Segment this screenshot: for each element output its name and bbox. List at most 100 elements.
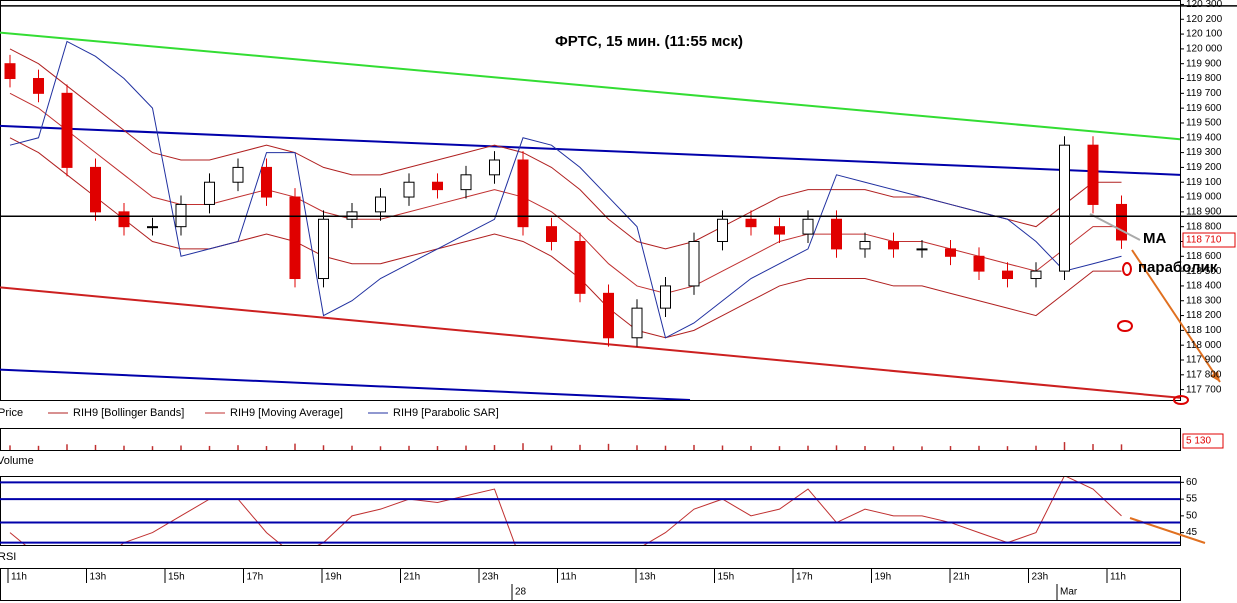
y-tick-label: 120 100 [1186, 29, 1223, 40]
time-label: 15h [718, 572, 735, 583]
candle-body [375, 196, 386, 213]
candle-body [289, 196, 301, 280]
indicator-line [9, 40, 1122, 339]
y-tick-label: 120 000 [1186, 44, 1223, 55]
candle-body [603, 292, 614, 339]
candle-body [232, 166, 244, 183]
candle-body [318, 218, 329, 280]
trendline [0, 286, 1180, 399]
indicator-line [9, 137, 1122, 339]
candle-body [1059, 144, 1070, 272]
y-tick-label: 118 800 [1186, 221, 1222, 232]
y-tick-label: 119 500 [1186, 118, 1222, 129]
candle-body [802, 218, 814, 235]
y-tick-label: 119 300 [1186, 147, 1222, 158]
last-price-box [1182, 232, 1236, 248]
rsi-tick-label: 55 [1186, 494, 1198, 505]
date-label: Mar [1060, 587, 1078, 598]
y-tick-label: 118 100 [1186, 325, 1222, 336]
candle-body [261, 166, 272, 198]
candle-body [61, 92, 73, 168]
candle-body [1002, 270, 1013, 280]
candle-body [631, 307, 643, 339]
trendline [0, 124, 1180, 176]
candle-body [432, 181, 443, 191]
candle-body [574, 240, 586, 294]
arrow-head [1210, 371, 1220, 382]
time-label: 11h [11, 572, 27, 583]
rsi-tick-label: 45 [1186, 527, 1198, 538]
rsi-panel [0, 476, 1181, 546]
candle-body [147, 226, 158, 229]
volume-label: 5 130 [1186, 436, 1211, 447]
rsi-tick-label: 50 [1186, 510, 1198, 521]
time-label: 23h [482, 572, 499, 583]
y-tick-label: 119 800 [1186, 73, 1222, 84]
time-label: 21h [953, 572, 970, 583]
time-label: 19h [875, 572, 892, 583]
trendline [0, 31, 1180, 141]
candle-body [831, 218, 842, 250]
legend-item: Price [0, 407, 23, 419]
legend-item: RIH9 [Bollinger Bands] [73, 407, 184, 419]
trendline [0, 368, 691, 400]
candle-body [688, 240, 700, 287]
y-tick-label: 119 900 [1186, 58, 1222, 69]
legend-item: RIH9 [Parabolic SAR] [393, 407, 499, 419]
last-price-label: 118 710 [1186, 235, 1222, 246]
candle-body [660, 285, 671, 309]
candle-body [460, 174, 472, 191]
y-tick-label: 120 300 [1186, 0, 1223, 10]
y-tick-label: 118 900 [1186, 206, 1222, 217]
y-tick-label: 117 900 [1186, 355, 1222, 366]
candle-body [489, 159, 500, 176]
y-tick-label: 119 200 [1186, 162, 1222, 173]
y-tick-label: 118 000 [1186, 340, 1222, 351]
time-label: 23h [1032, 572, 1049, 583]
candle-body [517, 159, 529, 228]
candle-body [4, 63, 16, 80]
marker [1173, 395, 1189, 405]
candle-body [1087, 144, 1099, 205]
candle-body [945, 248, 956, 257]
chart-title: ФРТС, 15 мин. (11:55 мск) [555, 33, 743, 50]
y-tick-label: 119 000 [1186, 192, 1222, 203]
time-label: 11h [561, 572, 577, 583]
candle-body [33, 78, 44, 94]
time-axis [0, 568, 1181, 601]
candle-body [118, 211, 130, 228]
candle-body [973, 255, 985, 272]
date-label: 28 [515, 587, 527, 598]
time-label: 11h [1110, 572, 1126, 583]
forecast-arrow [1131, 249, 1221, 383]
ma-pointer [1089, 213, 1141, 241]
rsi-tick-label: 60 [1186, 477, 1198, 488]
annotation: параболик [1138, 259, 1218, 276]
candle-body [717, 218, 728, 242]
indicator-line [9, 92, 1122, 294]
panel-label: RSI [0, 551, 16, 563]
candle-body [204, 181, 215, 205]
time-label: 19h [325, 572, 342, 583]
y-tick-label: 117 700 [1186, 384, 1222, 395]
candle-body [774, 226, 785, 235]
rsi-line [9, 477, 1122, 545]
time-label: 17h [796, 572, 813, 583]
candle-body [546, 226, 557, 242]
candle-body [1030, 270, 1042, 280]
y-tick-label: 118 400 [1186, 281, 1222, 292]
y-tick-label: 119 700 [1186, 88, 1222, 99]
y-tick-label: 119 400 [1186, 132, 1222, 143]
y-tick-label: 118 200 [1186, 310, 1222, 321]
time-label: 17h [247, 572, 264, 583]
candle-body [916, 248, 928, 251]
y-tick-label: 118 600 [1186, 251, 1222, 262]
y-tick-label: 118 500 [1186, 266, 1222, 277]
y-tick-label: 118 300 [1186, 295, 1222, 306]
y-tick-label: 119 100 [1186, 177, 1222, 188]
volume-box [1182, 433, 1224, 449]
y-tick-label: 119 600 [1186, 103, 1222, 114]
time-label: 13h [90, 572, 107, 583]
candle-body [745, 218, 757, 228]
